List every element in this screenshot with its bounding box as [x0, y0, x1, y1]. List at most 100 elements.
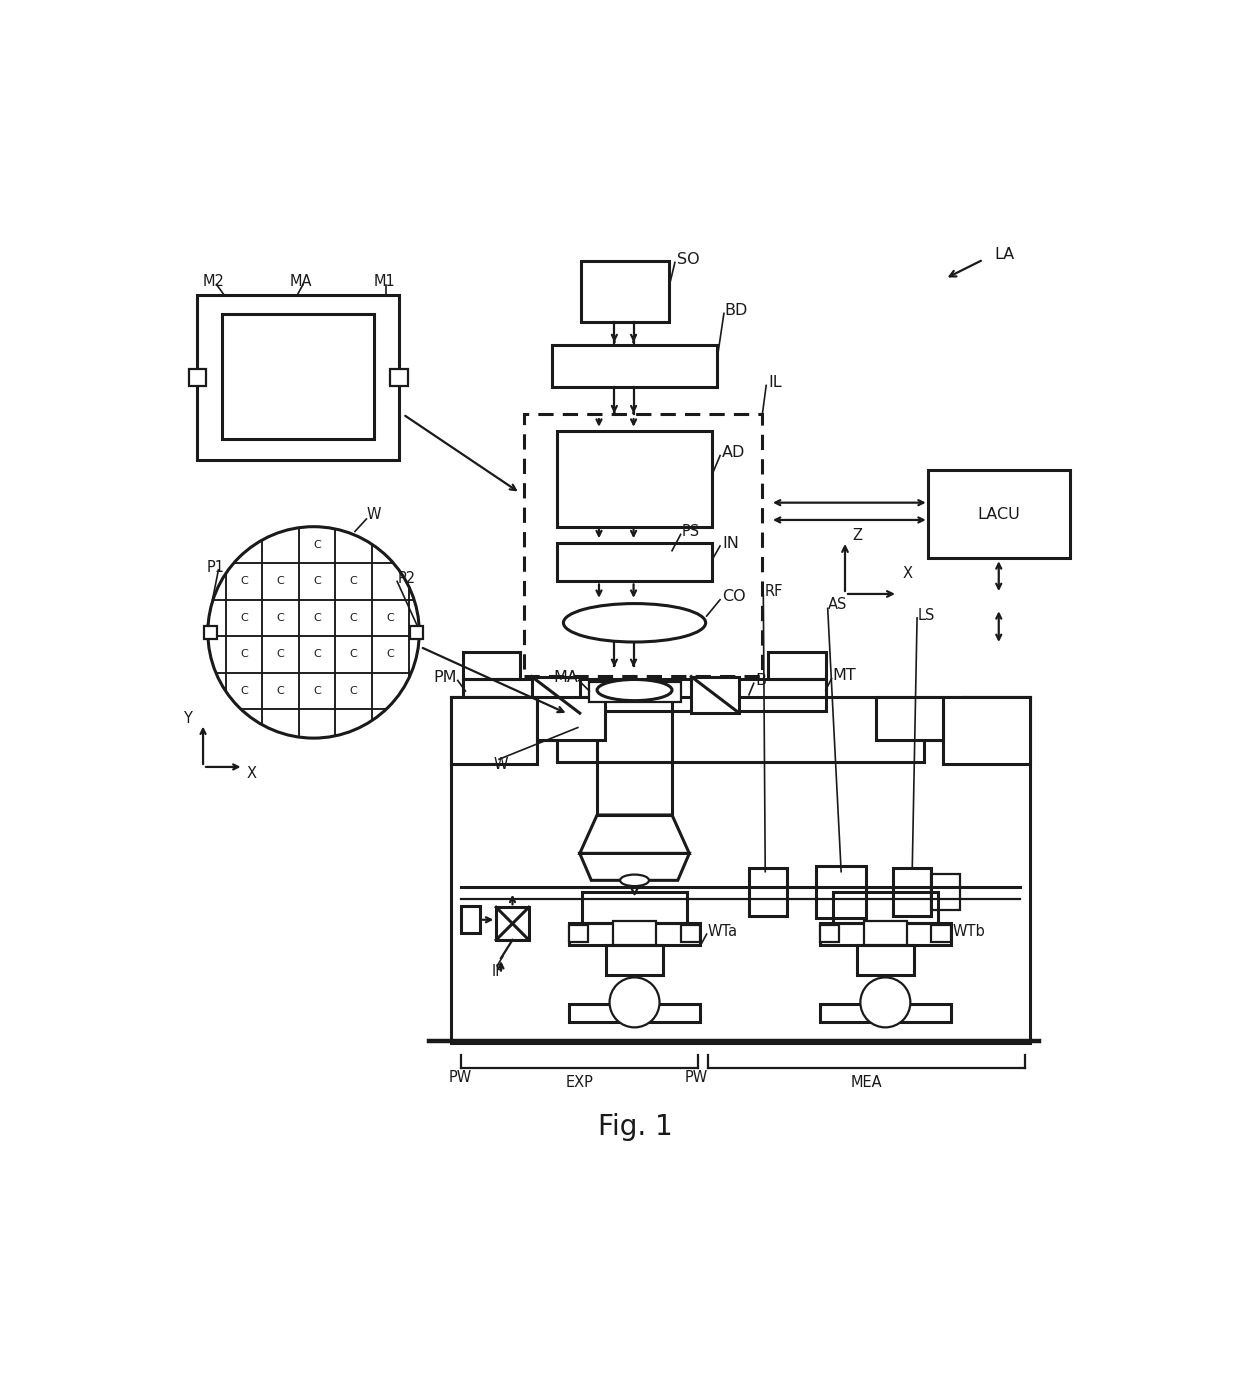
- Ellipse shape: [596, 679, 672, 700]
- Text: LS: LS: [918, 608, 935, 622]
- Bar: [942, 696, 1029, 764]
- Text: C: C: [350, 686, 357, 696]
- Text: WTb: WTb: [952, 923, 986, 939]
- Text: C: C: [350, 612, 357, 622]
- Bar: [557, 543, 712, 582]
- Text: MEA: MEA: [851, 1074, 882, 1089]
- Text: C: C: [277, 649, 284, 660]
- Text: C: C: [314, 686, 321, 696]
- Bar: [931, 925, 951, 942]
- Bar: [820, 922, 951, 944]
- Bar: [589, 682, 681, 702]
- Text: Z: Z: [853, 527, 863, 543]
- Bar: [569, 925, 589, 942]
- Text: C: C: [241, 649, 248, 660]
- Text: C: C: [241, 686, 248, 696]
- Bar: [451, 696, 537, 764]
- Text: EXP: EXP: [565, 1074, 594, 1089]
- Bar: [222, 314, 374, 439]
- Bar: [451, 696, 1029, 1042]
- Text: C: C: [350, 649, 357, 660]
- Bar: [391, 370, 408, 386]
- Text: MA: MA: [290, 275, 312, 289]
- Text: C: C: [277, 612, 284, 622]
- Bar: [614, 921, 656, 944]
- Text: SO: SO: [677, 252, 699, 266]
- Bar: [582, 891, 687, 922]
- Text: X: X: [903, 566, 913, 582]
- Text: W: W: [494, 756, 507, 771]
- Bar: [197, 296, 399, 460]
- Bar: [816, 866, 866, 918]
- Text: X: X: [247, 766, 257, 781]
- Text: LA: LA: [994, 247, 1014, 262]
- Bar: [768, 651, 826, 678]
- Bar: [569, 1004, 699, 1021]
- Bar: [580, 261, 670, 322]
- Ellipse shape: [620, 875, 649, 886]
- Text: B: B: [755, 672, 766, 688]
- Bar: [205, 626, 217, 639]
- Text: C: C: [314, 649, 321, 660]
- Text: Fig. 1: Fig. 1: [598, 1113, 673, 1141]
- Text: C: C: [387, 649, 394, 660]
- Text: P2: P2: [397, 571, 415, 586]
- Bar: [525, 414, 763, 675]
- Text: W: W: [367, 506, 381, 522]
- Bar: [557, 431, 712, 527]
- Bar: [875, 696, 942, 739]
- Circle shape: [861, 978, 910, 1027]
- Bar: [463, 651, 521, 678]
- Text: MA: MA: [553, 670, 578, 685]
- Text: PM: PM: [433, 670, 456, 685]
- Ellipse shape: [563, 604, 706, 642]
- Bar: [832, 891, 939, 922]
- Text: IF: IF: [491, 964, 503, 979]
- Text: CO: CO: [722, 589, 745, 604]
- Bar: [463, 678, 826, 711]
- Text: IL: IL: [768, 375, 781, 391]
- Text: RF: RF: [764, 583, 782, 598]
- Bar: [820, 925, 839, 942]
- Bar: [188, 370, 206, 386]
- Text: C: C: [277, 686, 284, 696]
- Text: AD: AD: [722, 445, 745, 460]
- Bar: [857, 944, 914, 975]
- Bar: [537, 696, 605, 739]
- Text: IN: IN: [722, 536, 739, 551]
- Text: PW: PW: [684, 1070, 708, 1085]
- Text: M2: M2: [203, 275, 224, 289]
- Text: WTa: WTa: [708, 923, 738, 939]
- Text: C: C: [350, 576, 357, 586]
- Text: C: C: [314, 612, 321, 622]
- Text: PS: PS: [682, 525, 699, 538]
- Text: PW: PW: [449, 1070, 472, 1085]
- Text: P1: P1: [207, 559, 224, 575]
- Bar: [749, 868, 787, 917]
- Bar: [532, 677, 580, 713]
- Text: LACU: LACU: [977, 506, 1021, 522]
- Bar: [496, 907, 528, 940]
- Bar: [864, 921, 906, 944]
- Bar: [460, 907, 480, 933]
- Text: C: C: [387, 612, 394, 622]
- Text: MT: MT: [832, 668, 857, 684]
- Bar: [569, 922, 699, 944]
- Text: AS: AS: [828, 597, 847, 612]
- Bar: [820, 1004, 951, 1021]
- Text: C: C: [314, 576, 321, 586]
- Text: C: C: [241, 576, 248, 586]
- Circle shape: [208, 527, 419, 738]
- Bar: [552, 345, 717, 388]
- Bar: [681, 925, 699, 942]
- Bar: [691, 677, 739, 713]
- Bar: [409, 626, 423, 639]
- Text: BD: BD: [725, 303, 748, 318]
- Bar: [596, 691, 672, 815]
- Text: C: C: [277, 576, 284, 586]
- Bar: [928, 470, 1070, 558]
- Text: C: C: [241, 612, 248, 622]
- Bar: [605, 944, 663, 975]
- Text: Y: Y: [182, 711, 191, 727]
- Text: M1: M1: [374, 275, 396, 289]
